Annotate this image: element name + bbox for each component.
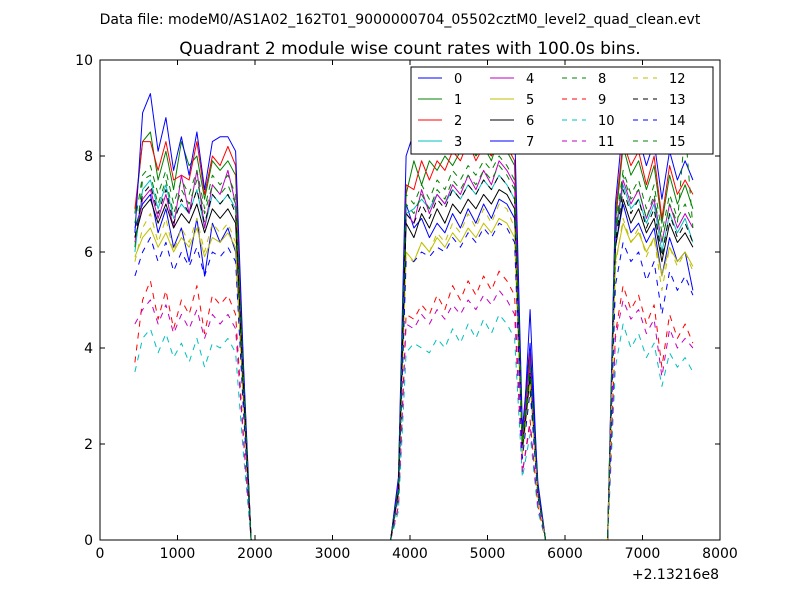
legend-label-7: 7 <box>526 135 534 150</box>
legend-label-12: 12 <box>669 72 686 87</box>
legend-label-4: 4 <box>526 72 534 87</box>
series-layer <box>134 93 694 540</box>
figure-suptitle: Data file: modeM0/AS1A02_162T01_90000007… <box>100 12 701 28</box>
legend-label-2: 2 <box>454 114 462 129</box>
x-offset-label: +2.13216e8 <box>632 567 719 583</box>
legend-frame <box>410 66 714 155</box>
legend-label-5: 5 <box>526 93 534 108</box>
legend-label-11: 11 <box>598 135 615 150</box>
series-line-14 <box>134 222 694 540</box>
x-tick-label: 6000 <box>547 546 583 562</box>
x-tick-label: 2000 <box>237 546 273 562</box>
x-tick-label: 7000 <box>625 546 661 562</box>
legend-label-8: 8 <box>598 72 606 87</box>
x-tick-label: 1000 <box>160 546 196 562</box>
x-tick-label: 3000 <box>315 546 351 562</box>
x-tick-label: 8000 <box>702 546 738 562</box>
series-line-15 <box>134 126 694 540</box>
legend-label-10: 10 <box>598 114 615 129</box>
legend-label-1: 1 <box>454 93 462 108</box>
legend-label-13: 13 <box>669 93 686 108</box>
legend-label-15: 15 <box>669 135 686 150</box>
legend-label-3: 3 <box>454 135 462 150</box>
x-tick-label: 4000 <box>392 546 428 562</box>
series-line-0 <box>134 193 694 540</box>
series-line-11 <box>134 289 694 540</box>
y-tick-label: 0 <box>84 533 93 549</box>
series-line-10 <box>134 313 694 540</box>
y-tick-label: 6 <box>84 245 93 261</box>
y-tick-label: 2 <box>84 437 93 453</box>
chart-title: Quadrant 2 module wise count rates with … <box>179 39 640 59</box>
series-line-8 <box>134 155 694 540</box>
y-tick-label: 4 <box>84 341 93 357</box>
series-line-13 <box>134 174 694 540</box>
legend-label-14: 14 <box>669 114 686 129</box>
legend-label-6: 6 <box>526 114 534 129</box>
series-line-6 <box>134 189 694 540</box>
legend-label-9: 9 <box>598 93 606 108</box>
y-tick-label: 8 <box>84 149 93 165</box>
x-tick-label: 5000 <box>470 546 506 562</box>
x-tick-label: 0 <box>96 546 105 562</box>
y-tick-label: 10 <box>75 53 93 69</box>
series-line-2 <box>134 141 694 540</box>
legend-label-0: 0 <box>454 72 462 87</box>
series-line-1 <box>134 131 694 540</box>
x-axis: 0 1000 2000 3000 4000 5000 6000 7000 8000 <box>96 60 738 562</box>
